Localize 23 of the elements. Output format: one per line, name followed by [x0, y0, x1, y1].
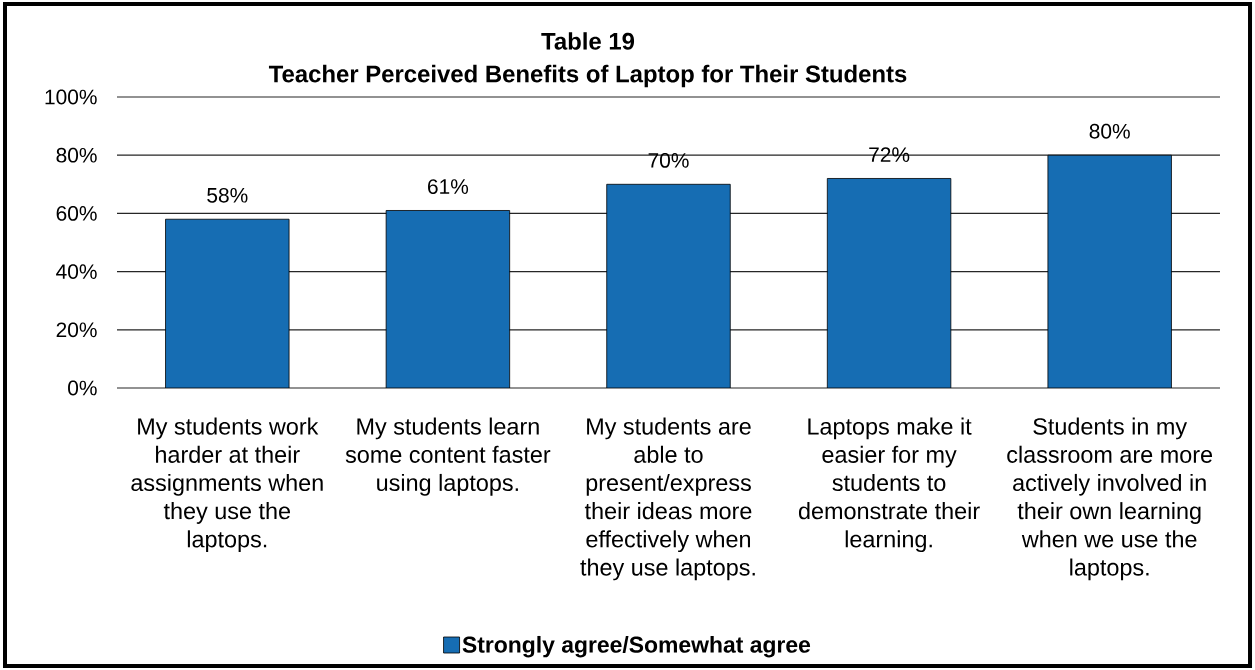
chart-title: Table 19 [541, 32, 635, 50]
y-tick-label: 40% [56, 264, 97, 279]
legend-label: Strongly agree/Somewhat agree [462, 635, 811, 658]
y-tick-label: 100% [45, 89, 97, 105]
chart-subtitle: Teacher Perceived Benefits of Laptop for Their Students [268, 64, 907, 88]
x-tick-label: My students learn some content faster using laptops. [345, 417, 551, 496]
x-tick-label: Students in my classroom are more actively involved in their own learning when we use the laptops. [1007, 417, 1213, 581]
x-tick-label: My students are able to present/express their ideas more effectively when they use laptops. [580, 417, 755, 581]
y-tick-label: 20% [56, 322, 97, 338]
bar [385, 210, 511, 388]
y-tick-label: 0% [68, 380, 97, 396]
data-label: 58% [207, 187, 248, 203]
bar [826, 178, 952, 388]
bar [606, 183, 731, 388]
data-label: 80% [1089, 123, 1130, 139]
bar [165, 218, 290, 388]
bar [1047, 154, 1172, 388]
data-label: 61% [428, 179, 469, 194]
data-label: 70% [648, 152, 689, 168]
x-tick-label: My students work harder at their assignments when they use the laptops. [131, 417, 323, 553]
x-tick-label: Laptops make it easier for my students to demonstrate their learning. [798, 417, 980, 553]
y-tick-label: 60% [56, 205, 97, 221]
y-tick-label: 80% [56, 147, 97, 163]
